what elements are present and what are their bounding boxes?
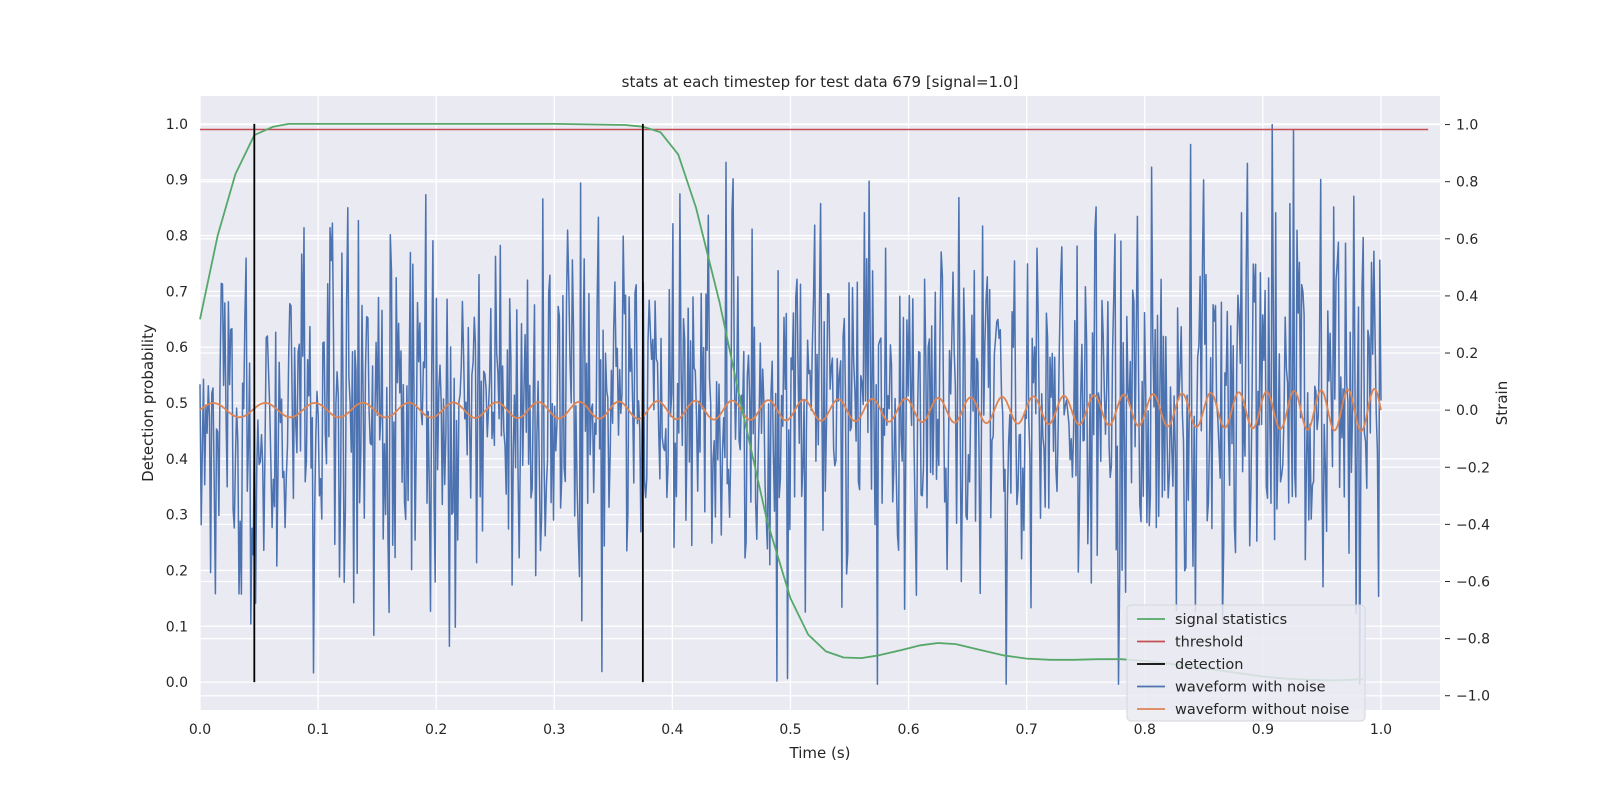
y2-tick-label: −0.8: [1456, 632, 1490, 648]
series-waveform-with-noise: [199, 123, 1382, 686]
y2-tick-label: 0.2: [1456, 346, 1478, 362]
y-tick-label: 1.0: [166, 117, 188, 133]
y2-tick-label: −0.2: [1456, 460, 1490, 476]
y2-tick-label: 0.8: [1456, 175, 1478, 191]
y2-axis-label: Strain: [1493, 381, 1511, 425]
x-tick-label: 0.4: [661, 722, 683, 738]
legend: signal statistics threshold detection wavef…: [1126, 604, 1366, 722]
legend-label: threshold: [1175, 635, 1243, 651]
y-tick-label: 0.7: [166, 284, 188, 300]
x-tick-label: 0.3: [543, 722, 565, 738]
ticks: 0.0 0.1 0.2 0.3 0.4 0.5 0.6 0.7 0.8 0.9 1.0 0.0 0.1 0…: [166, 117, 1490, 738]
y-tick-label: 0.6: [166, 340, 188, 356]
legend-label: waveform without noise: [1175, 702, 1349, 718]
y2-tick-label: 1.0: [1456, 118, 1478, 134]
y-tick-label: 0.1: [166, 619, 188, 635]
y-tick-label: 0.5: [166, 396, 188, 412]
y2-tick-label: 0.6: [1456, 232, 1478, 248]
x-tick-label: 0.8: [1134, 722, 1156, 738]
y2-tick-label: −1.0: [1456, 689, 1490, 705]
x-tick-label: 0.1: [307, 722, 329, 738]
y-tick-label: 0.0: [166, 675, 188, 691]
legend-box: [1126, 604, 1366, 722]
series-waveform-without-noise: [199, 387, 1382, 432]
x-tick-label: 0.2: [425, 722, 447, 738]
y2-tick-label: −0.4: [1456, 517, 1490, 533]
y-tick-label: 0.4: [166, 452, 188, 468]
x-axis-label: Time (s): [789, 744, 851, 762]
y-tick-label: 0.2: [166, 563, 188, 579]
grid: [199, 96, 1440, 710]
x-tick-label: 0.0: [189, 722, 211, 738]
y-tick-label: 0.9: [166, 173, 188, 189]
legend-label: detection: [1175, 657, 1243, 673]
chart-title: stats at each timestep for test data 679…: [622, 73, 1019, 91]
x-tick-label: 0.5: [779, 722, 801, 738]
x-tick-label: 1.0: [1370, 722, 1392, 738]
y2-tick-label: 0.4: [1456, 289, 1478, 305]
y2-tick-label: −0.6: [1456, 574, 1490, 590]
y2-tick-label: 0.0: [1456, 403, 1478, 419]
legend-label: waveform with noise: [1175, 680, 1326, 696]
y-tick-label: 0.3: [166, 508, 188, 524]
x-tick-label: 0.7: [1016, 722, 1038, 738]
y-tick-label: 0.8: [166, 229, 188, 245]
y-axis-label: Detection probability: [139, 324, 157, 482]
x-tick-label: 0.9: [1252, 722, 1274, 738]
x-tick-label: 0.6: [897, 722, 919, 738]
legend-label: signal statistics: [1175, 612, 1287, 628]
